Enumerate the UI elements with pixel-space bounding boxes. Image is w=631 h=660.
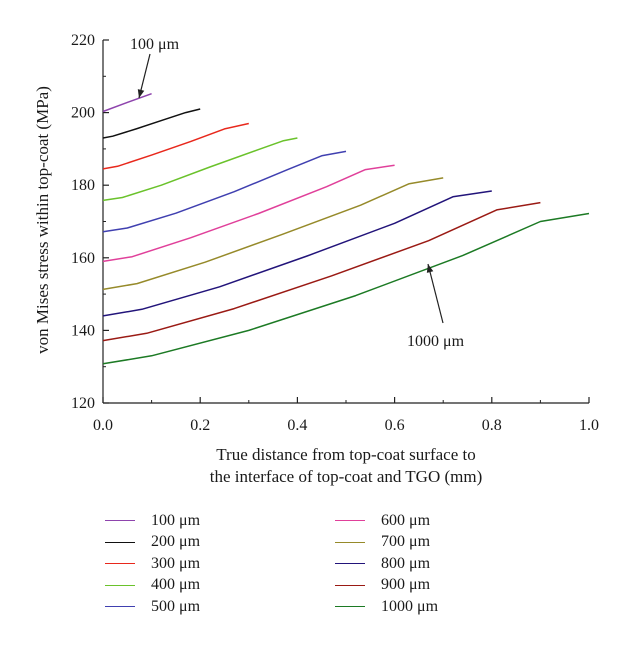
legend-label: 800 μm <box>381 554 431 572</box>
legend-swatch <box>335 520 365 522</box>
legend-label: 200 μm <box>151 533 201 551</box>
annotation-arrowhead <box>137 89 145 98</box>
x-tick-label: 0.8 <box>482 417 502 434</box>
annotations: 100 μm 1000 μm <box>130 36 465 350</box>
legend-swatch <box>105 541 135 543</box>
series-line-200-um <box>102 108 201 139</box>
x-tick-label: 0.6 <box>385 417 405 434</box>
legend-swatch <box>335 606 365 608</box>
legend-item: 1000 μm <box>335 596 535 618</box>
series-line-500-um <box>102 150 347 233</box>
x-axis-title: True distance from top-coat surface to t… <box>103 444 589 488</box>
legend-item: 400 μm <box>105 575 305 597</box>
legend-item: 200 μm <box>105 532 305 554</box>
x-axis: 0.0 0.2 0.4 0.6 0.8 1.0 <box>93 397 599 434</box>
series-line-1000-um <box>102 212 590 365</box>
x-tick-label: 0.2 <box>190 417 210 434</box>
legend-item: 600 μm <box>335 510 535 532</box>
legend-swatch <box>105 606 135 608</box>
legend-label: 300 μm <box>151 554 201 572</box>
x-tick-label: 1.0 <box>579 417 599 434</box>
y-tick-label: 160 <box>71 250 95 267</box>
annotation-arrow <box>427 263 444 324</box>
legend-label: 100 μm <box>151 511 201 529</box>
legend-label: 500 μm <box>151 597 201 615</box>
series-line-300-um <box>102 122 249 170</box>
y-tick-label: 180 <box>71 177 95 194</box>
series-line-700-um <box>102 177 444 291</box>
annotation-arrowhead <box>426 264 434 273</box>
x-tick-label: 0.4 <box>287 417 307 434</box>
legend-swatch <box>335 563 365 565</box>
y-tick-label: 200 <box>71 105 95 122</box>
legend-item: 100 μm <box>105 510 305 532</box>
legend-swatch <box>105 520 135 522</box>
y-tick-label: 140 <box>71 322 95 339</box>
x-tick-label: 0.0 <box>93 417 113 434</box>
legend-label: 1000 μm <box>381 597 439 615</box>
legend-swatch <box>335 584 365 586</box>
series-line-600-um <box>102 164 395 263</box>
x-axis-title-line-1: True distance from top-coat surface to <box>216 445 476 464</box>
legend-label: 900 μm <box>381 576 431 594</box>
legend-swatch <box>335 541 365 543</box>
legend-item: 900 μm <box>335 575 535 597</box>
x-axis-title-line-2: the interface of top-coat and TGO (mm) <box>209 467 483 486</box>
y-tick-label: 220 <box>71 32 95 49</box>
series-line-900-um <box>102 201 541 342</box>
series-line-800-um <box>102 190 492 317</box>
legend-swatch <box>105 584 135 586</box>
y-axis: 120 140 160 180 200 220 <box>71 32 109 412</box>
y-tick-label: 120 <box>71 395 95 412</box>
legend-column-2: 600 μm 700 μm 800 μm 900 μm 1000 μm <box>335 510 535 618</box>
series-lines <box>102 92 590 365</box>
legend-label: 600 μm <box>381 511 431 529</box>
plot-background <box>103 40 589 403</box>
plot-area <box>103 40 589 403</box>
legend-column-1: 100 μm 200 μm 300 μm 400 μm 500 μm <box>105 510 305 618</box>
y-axis-title: von Mises stress within top-coat (MPa) <box>33 86 52 354</box>
legend-label: 400 μm <box>151 576 201 594</box>
series-line-400-um <box>102 137 298 202</box>
legend-item: 800 μm <box>335 553 535 575</box>
annotation-label: 100 μm <box>130 36 180 53</box>
legend-item: 300 μm <box>105 553 305 575</box>
legend-label: 700 μm <box>381 533 431 551</box>
annotation-label: 1000 μm <box>407 333 465 350</box>
legend-item: 700 μm <box>335 532 535 554</box>
legend-item: 500 μm <box>105 596 305 618</box>
series-line-100-um <box>102 92 152 113</box>
legend-swatch <box>105 563 135 565</box>
